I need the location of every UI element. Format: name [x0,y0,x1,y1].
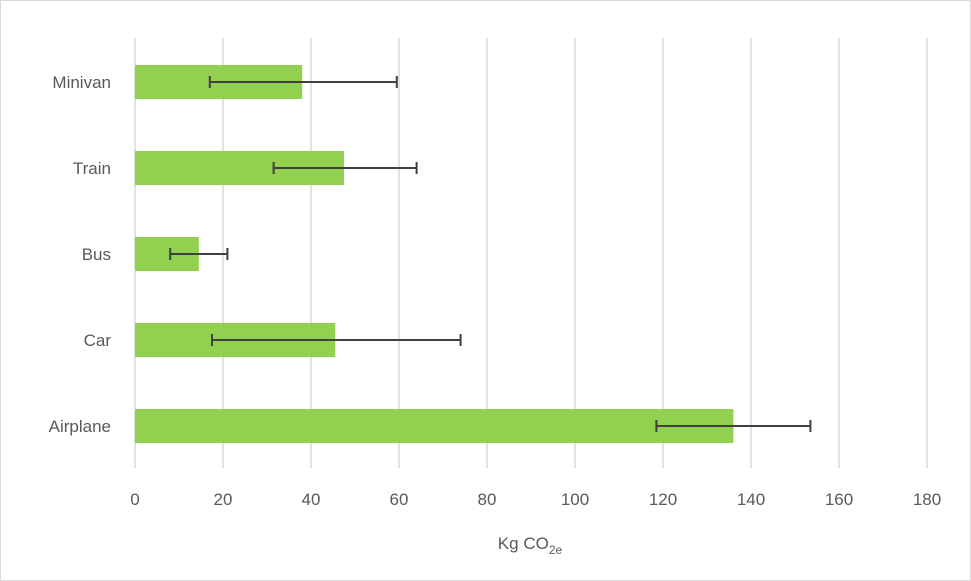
category-label-car: Car [84,331,112,350]
category-label-airplane: Airplane [49,417,111,436]
error-bar-airplane [655,420,812,432]
x-tick-label: 160 [825,490,853,509]
x-tick-label: 40 [302,490,321,509]
error-bar-train [272,162,418,174]
x-tick-labels: 0 20 40 60 80 100 120 140 160 180 [130,490,941,509]
category-label-train: Train [73,159,111,178]
error-bar-minivan [208,76,398,88]
x-tick-label: 20 [214,490,233,509]
category-label-bus: Bus [82,245,111,264]
gridlines [134,38,928,468]
x-axis-title-subscript: 2e [549,543,563,557]
error-bars [169,76,812,432]
x-tick-label: 60 [390,490,409,509]
x-tick-label: 100 [561,490,589,509]
x-axis-title: Kg CO2e [498,534,563,557]
error-bar-car [211,334,462,346]
x-tick-label: 80 [478,490,497,509]
error-bar-bus [169,248,229,260]
x-tick-label: 140 [737,490,765,509]
x-axis-title-main: Kg CO [498,534,549,553]
category-label-minivan: Minivan [52,73,111,92]
bar-airplane [135,409,734,443]
x-tick-label: 0 [130,490,139,509]
x-tick-label: 180 [913,490,941,509]
x-tick-label: 120 [649,490,677,509]
category-labels: Minivan Train Bus Car Airplane [49,73,112,436]
